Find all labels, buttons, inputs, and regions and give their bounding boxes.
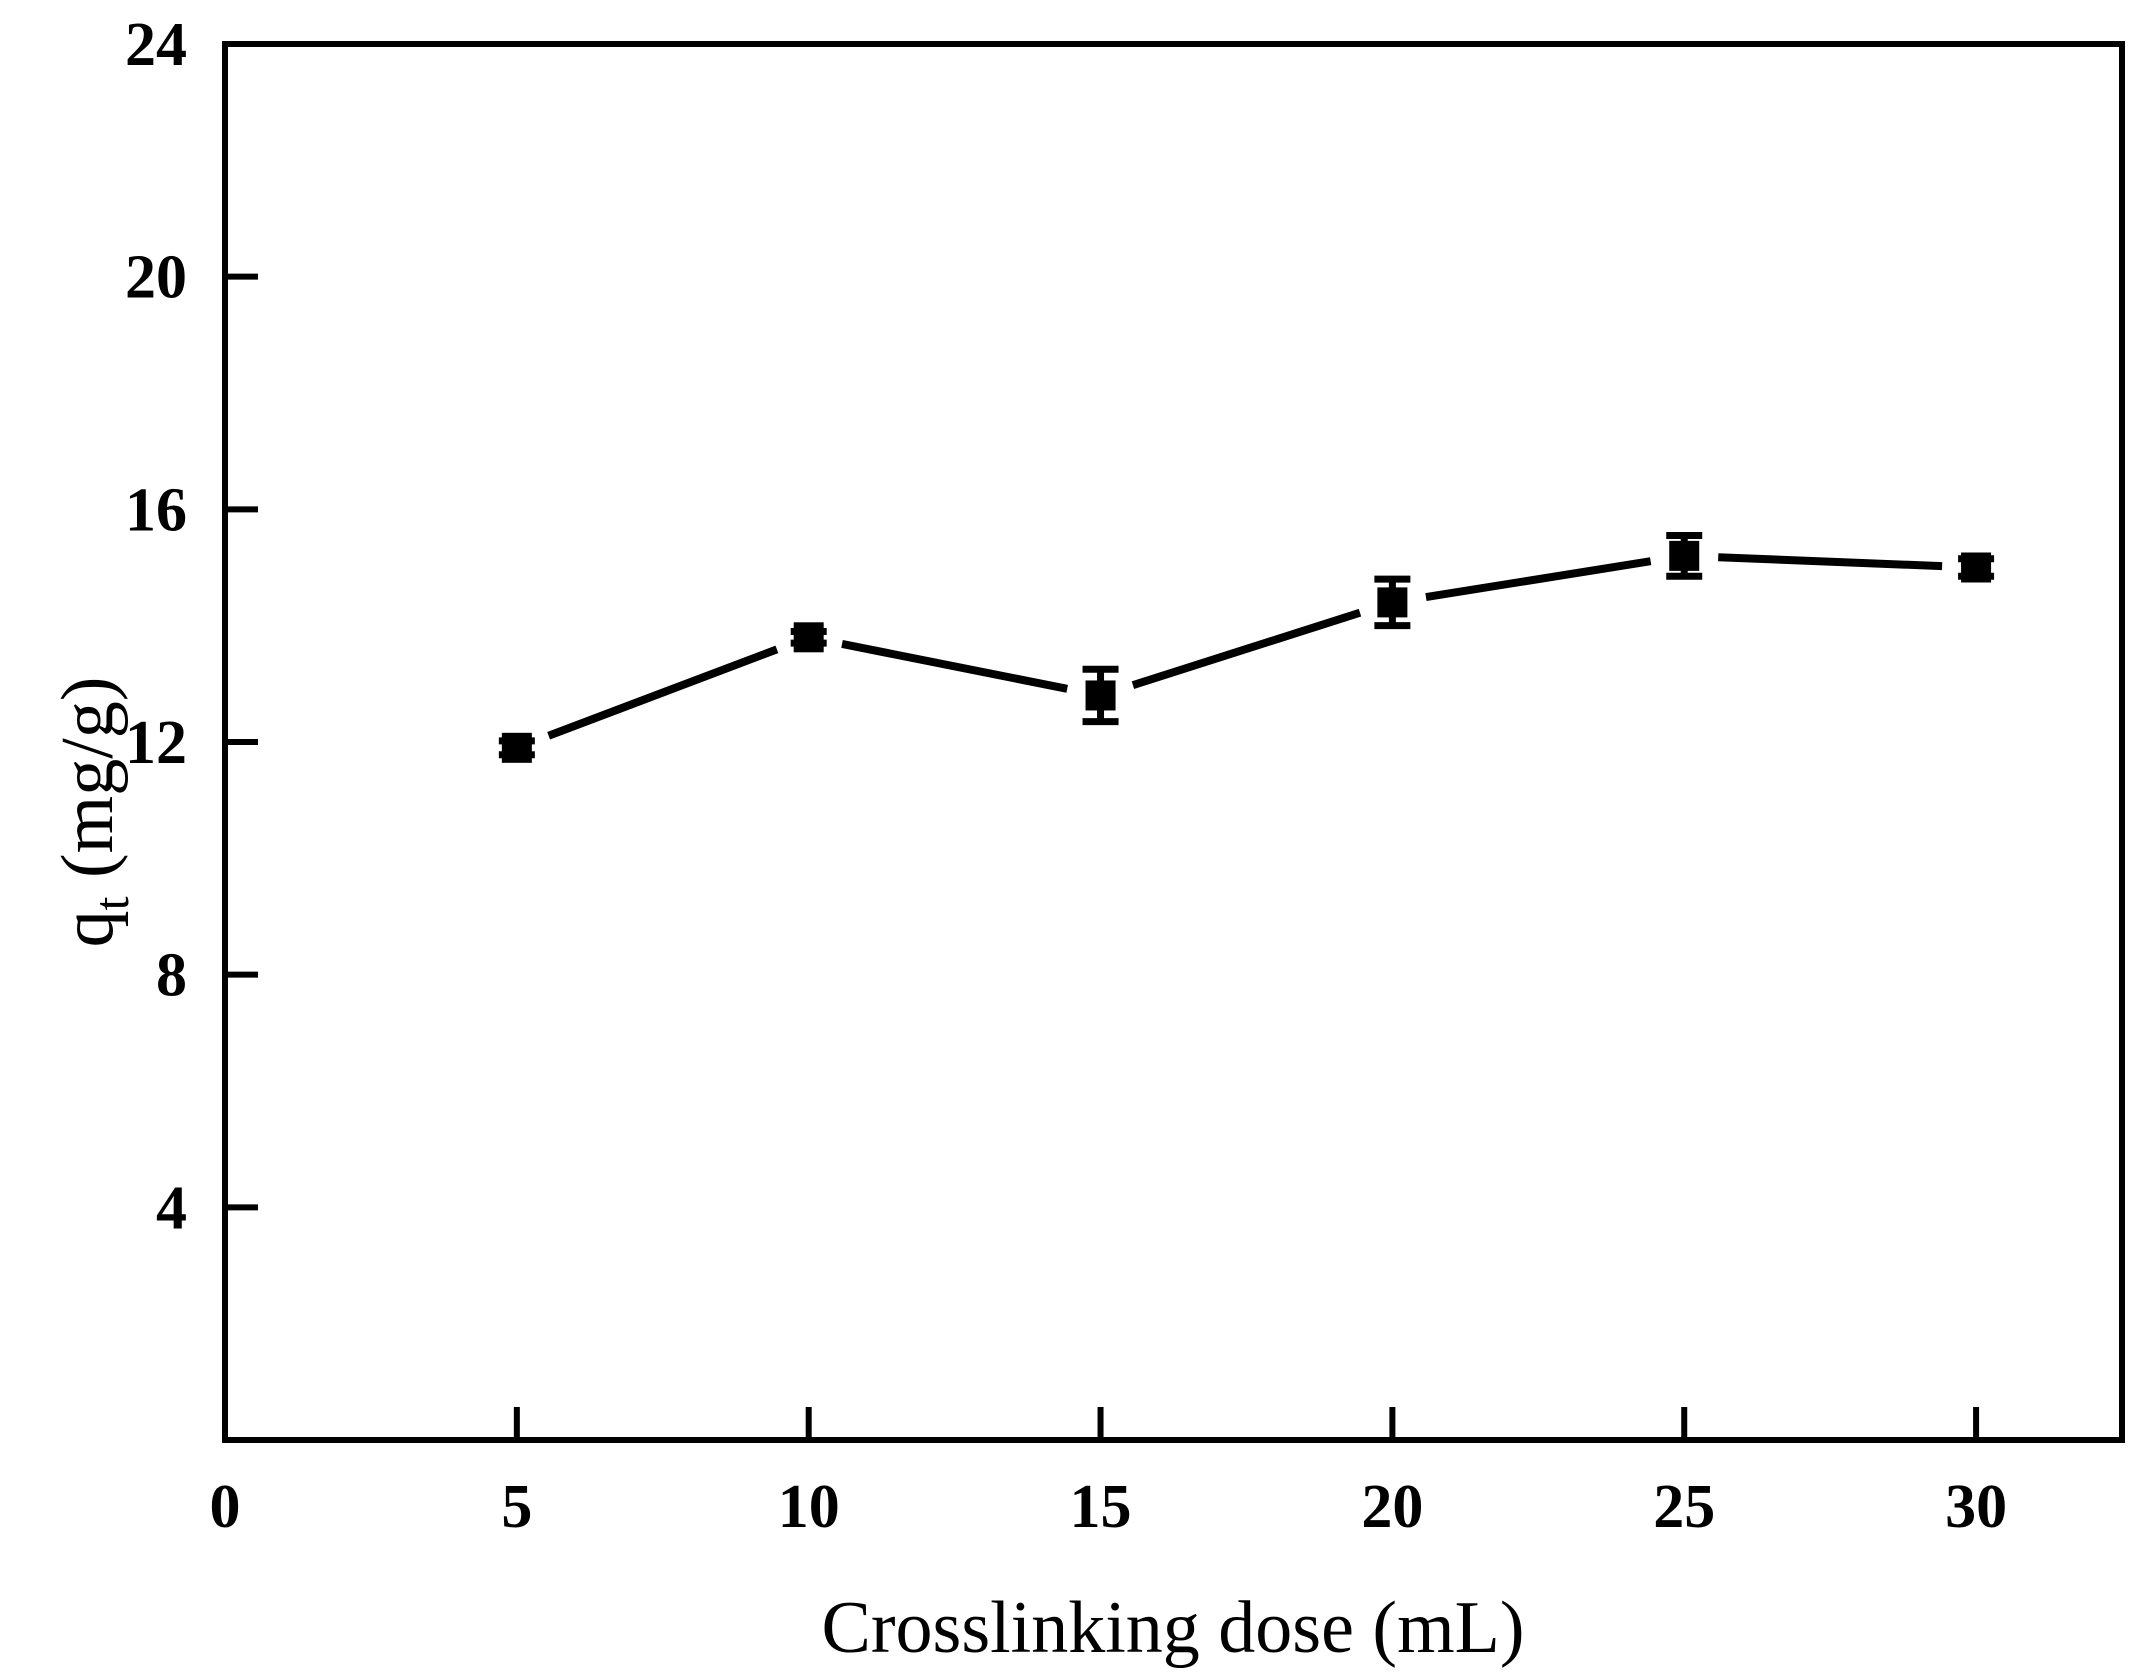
y-axis-label-subscript: t	[83, 896, 139, 910]
data-point-marker	[501, 732, 532, 763]
y-axis-label: qt (mg/g)	[47, 677, 139, 948]
series-line-segment	[1425, 557, 1652, 601]
y-axis-label-units: (mg/g)	[47, 677, 129, 897]
x-tick-label: 5	[501, 1473, 532, 1541]
y-tick-label: 16	[125, 476, 187, 544]
x-tick-label: 25	[1653, 1473, 1715, 1541]
x-tick-label: 30	[1945, 1473, 2007, 1541]
x-tick-label: 0	[210, 1473, 241, 1541]
x-tick-label: 15	[1070, 1473, 1132, 1541]
y-tick-label: 4	[156, 1174, 187, 1242]
series-line-segment	[1718, 553, 1943, 571]
y-tick-label: 20	[125, 244, 187, 312]
y-axis-label-base: q	[47, 910, 129, 947]
y-tick-label: 24	[125, 11, 187, 79]
x-tick-label: 10	[778, 1473, 840, 1541]
plot-area: 4 8 12 16 20 24 0 5 10 15 20 25 30	[125, 11, 2125, 1541]
data-point-marker	[1377, 587, 1408, 618]
plot-border	[222, 41, 2125, 1443]
data-point-marker	[1669, 540, 1700, 571]
data-point-marker	[793, 622, 824, 653]
y-tick-label: 8	[156, 942, 187, 1010]
x-tick-label: 20	[1361, 1473, 1423, 1541]
series-line-segment	[547, 645, 779, 740]
series-line-segment	[841, 640, 1068, 693]
data-point-marker	[1961, 552, 1992, 583]
series-line-segment	[1131, 608, 1362, 689]
x-axis-label: Crosslinking dose (mL)	[822, 1587, 1525, 1669]
data-point-marker	[1085, 680, 1116, 711]
y-tick-label: 12	[125, 709, 187, 777]
